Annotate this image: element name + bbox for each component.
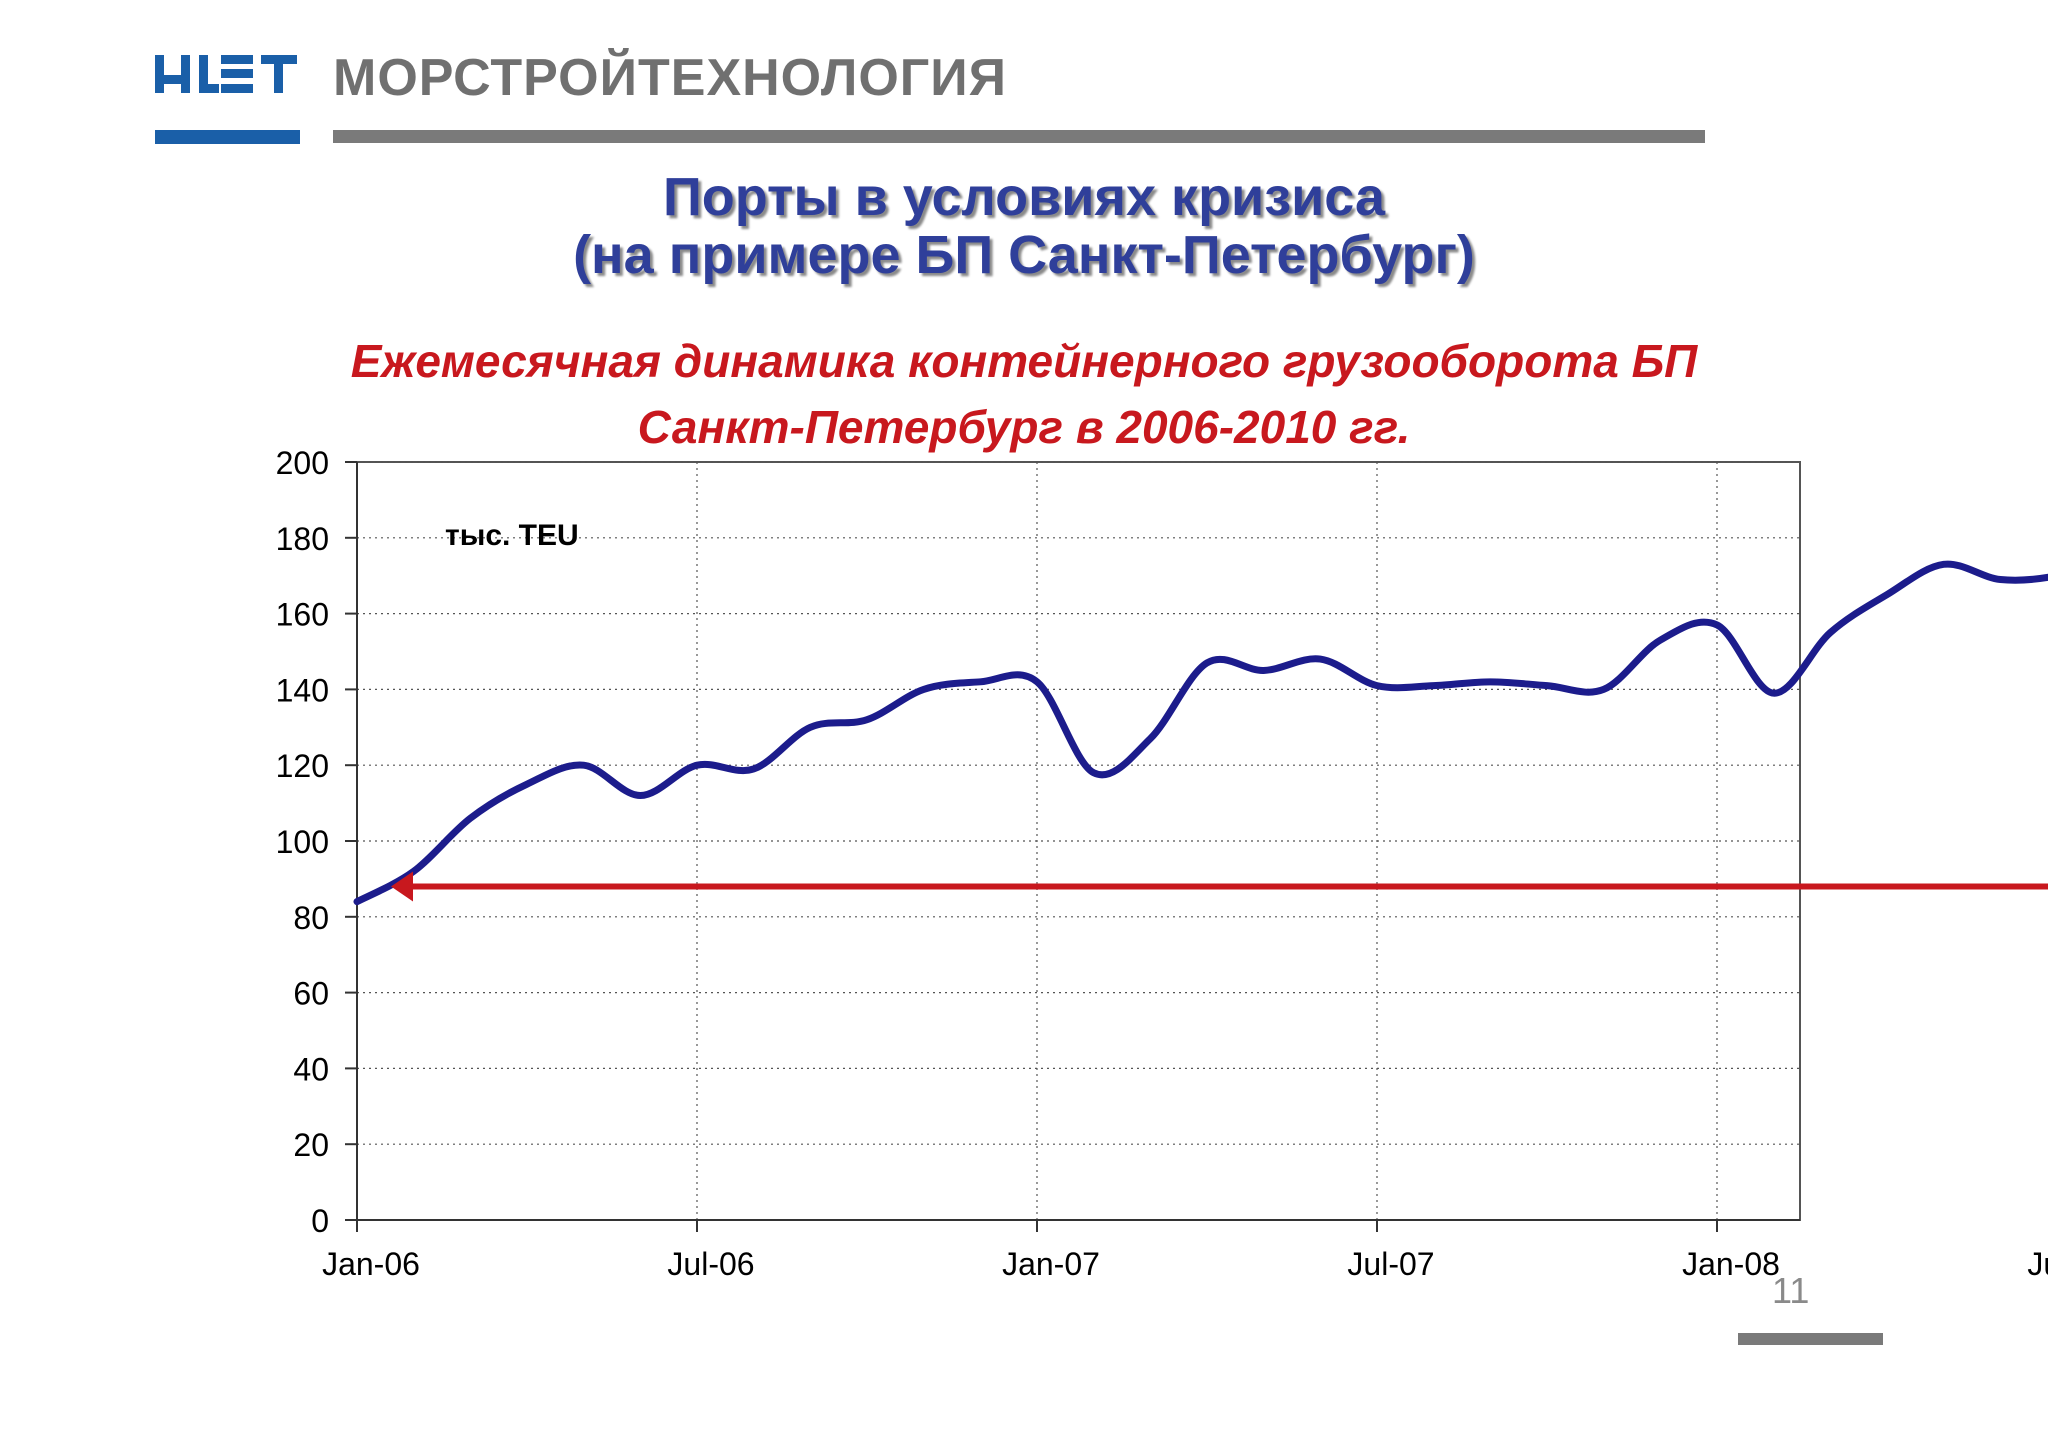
y-tick-label: 40 bbox=[293, 1051, 329, 1087]
x-tick-label: Jan-06 bbox=[322, 1246, 420, 1282]
chart-subtitle-line-1: Ежемесячная динамика контейнерного грузо… bbox=[350, 335, 1698, 387]
annotation-arrow-head bbox=[391, 871, 413, 902]
slide-title-line-2: (на примере БП Санкт-Петербург) bbox=[573, 225, 1475, 285]
y-tick-label: 200 bbox=[276, 445, 329, 481]
x-tick-label: Jan-08 bbox=[1682, 1246, 1780, 1282]
unit-label: тыс. TEU bbox=[445, 519, 579, 552]
company-name: МОРСТРОЙТЕХНОЛОГИЯ bbox=[333, 49, 1007, 107]
page-number: 11 bbox=[1772, 1270, 1810, 1311]
x-tick-label: Jul-06 bbox=[667, 1246, 754, 1282]
y-tick-label: 120 bbox=[276, 748, 329, 784]
chart-subtitle-line-2: Санкт-Петербург в 2006-2010 гг. bbox=[637, 401, 1411, 453]
y-tick-label: 60 bbox=[293, 976, 329, 1012]
y-tick-label: 140 bbox=[276, 672, 329, 708]
y-tick-label: 160 bbox=[276, 597, 329, 633]
x-tick-label: Jan-07 bbox=[1002, 1246, 1100, 1282]
y-tick-label: 100 bbox=[276, 824, 329, 860]
y-tick-label: 80 bbox=[293, 900, 329, 936]
slide-title: Порты в условиях кризиса (на примере БП … bbox=[0, 168, 2048, 284]
series-line bbox=[353, 560, 2048, 906]
y-tick-label: 20 bbox=[293, 1127, 329, 1163]
y-tick-label: 0 bbox=[311, 1203, 329, 1239]
footer-rule bbox=[1738, 1333, 1883, 1345]
y-tick-label: 180 bbox=[276, 521, 329, 557]
header-rule bbox=[333, 130, 1705, 143]
x-tick-label: Jul-07 bbox=[1347, 1246, 1434, 1282]
company-logo bbox=[155, 55, 300, 152]
logo-mark-icon bbox=[155, 55, 300, 144]
chart-subtitle: Ежемесячная динамика контейнерного грузо… bbox=[0, 328, 2048, 460]
slide-title-line-1: Порты в условиях кризиса bbox=[662, 167, 1386, 227]
x-tick-label: Jul-08 bbox=[2027, 1246, 2048, 1282]
